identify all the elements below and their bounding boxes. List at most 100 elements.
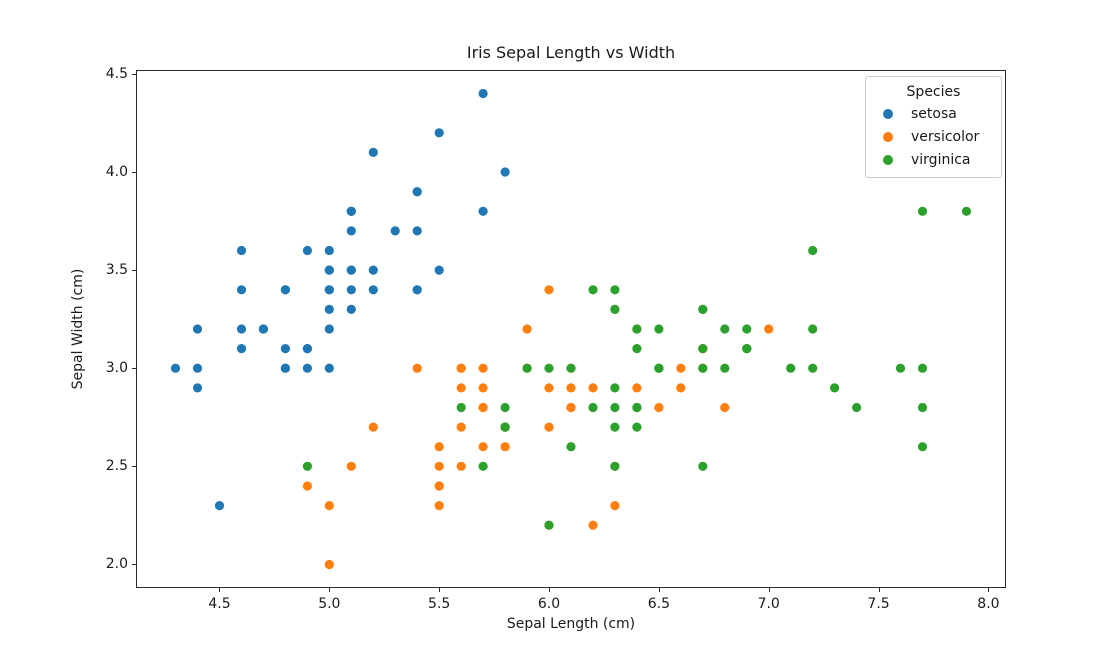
versicolor-data-point — [324, 559, 334, 570]
setosa-data-point — [324, 304, 334, 314]
setosa-data-point — [368, 285, 378, 295]
versicolor-data-point — [566, 383, 576, 393]
virginica-data-point — [588, 402, 598, 413]
y-axis-label: Sepal Width (cm) — [70, 268, 86, 390]
versicolor-data-point — [566, 402, 576, 413]
y-tick-mark — [132, 368, 136, 370]
setosa-data-point — [412, 187, 422, 197]
versicolor-data-point — [302, 481, 312, 491]
y-tick-label: 3.0 — [105, 360, 128, 377]
virginica-data-point — [895, 363, 906, 373]
y-tick-label: 2.0 — [105, 556, 128, 573]
virginica-data-point — [610, 402, 620, 413]
setosa-marker-icon — [883, 108, 893, 119]
setosa-data-point — [302, 344, 312, 354]
virginica-data-point — [500, 422, 510, 432]
versicolor-data-point — [412, 363, 422, 373]
versicolor-data-point — [720, 402, 730, 413]
virginica-data-point — [610, 383, 620, 393]
virginica-data-point — [852, 402, 862, 413]
versicolor-data-point — [676, 363, 686, 373]
chart-title: Iris Sepal Length vs Width — [466, 43, 676, 62]
versicolor-data-point — [676, 383, 686, 393]
virginica-data-point — [632, 344, 642, 354]
versicolor-data-point — [588, 520, 598, 530]
setosa-data-point — [170, 363, 181, 373]
setosa-data-point — [368, 265, 378, 275]
virginica-data-point — [698, 363, 708, 373]
virginica-data-point — [720, 324, 730, 334]
versicolor-data-point — [654, 402, 664, 413]
virginica-data-point — [917, 442, 928, 452]
legend-entry-virginica: virginica — [874, 148, 993, 171]
x-tick-mark — [219, 588, 221, 592]
x-tick-label: 7.5 — [867, 596, 890, 612]
legend: Species setosa versicolor virginica — [865, 76, 1002, 178]
setosa-data-point — [324, 245, 334, 256]
x-tick-label: 5.0 — [318, 596, 341, 612]
virginica-data-point — [478, 461, 488, 471]
versicolor-data-point — [434, 442, 444, 452]
versicolor-data-point — [610, 501, 620, 511]
versicolor-data-point — [544, 422, 554, 432]
versicolor-data-point — [764, 324, 774, 334]
virginica-data-point — [588, 285, 598, 295]
setosa-data-point — [236, 285, 247, 295]
versicolor-data-point — [478, 383, 488, 393]
setosa-data-point — [214, 501, 225, 511]
virginica-marker-icon — [883, 154, 893, 165]
versicolor-data-point — [544, 285, 554, 295]
y-tick-mark — [132, 564, 136, 566]
virginica-data-point — [610, 422, 620, 432]
y-tick-mark — [132, 270, 136, 272]
virginica-data-point — [302, 461, 312, 471]
setosa-data-point — [236, 245, 247, 256]
versicolor-data-point — [456, 461, 466, 471]
versicolor-data-point — [478, 442, 488, 452]
virginica-data-point — [961, 206, 972, 216]
setosa-data-point — [346, 206, 356, 216]
versicolor-data-point — [522, 324, 532, 334]
virginica-data-point — [544, 520, 554, 530]
virginica-data-point — [808, 324, 818, 334]
versicolor-data-point — [368, 422, 378, 432]
legend-entry-versicolor: versicolor — [874, 125, 993, 148]
virginica-data-point — [500, 402, 510, 413]
virginica-data-point — [742, 344, 752, 354]
virginica-data-point — [566, 442, 576, 452]
versicolor-data-point — [456, 363, 466, 373]
versicolor-data-point — [478, 402, 488, 413]
virginica-data-point — [654, 324, 664, 334]
legend-title: Species — [906, 84, 961, 100]
plot-area — [136, 70, 1006, 588]
setosa-data-point — [302, 245, 312, 256]
setosa-data-point — [368, 147, 378, 157]
x-tick-mark — [329, 588, 331, 592]
versicolor-data-point — [324, 501, 334, 511]
x-tick-label: 5.5 — [428, 596, 451, 612]
y-tick-label: 2.5 — [105, 458, 128, 475]
setosa-data-point — [412, 285, 422, 295]
setosa-data-point — [324, 265, 334, 275]
versicolor-data-point — [434, 461, 444, 471]
versicolor-marker-icon — [883, 131, 893, 142]
setosa-data-point — [236, 324, 247, 334]
virginica-data-point — [698, 304, 708, 314]
virginica-data-point — [720, 363, 730, 373]
virginica-data-point — [632, 422, 642, 432]
setosa-data-point — [236, 344, 247, 354]
y-tick-mark — [132, 466, 136, 468]
virginica-data-point — [917, 206, 928, 216]
legend-entry-setosa: setosa — [874, 102, 993, 125]
setosa-data-point — [434, 265, 444, 275]
x-axis-label: Sepal Length (cm) — [506, 616, 636, 632]
x-tick-label: 7.0 — [757, 596, 780, 612]
y-tick-mark — [132, 73, 136, 75]
x-tick-mark — [549, 588, 551, 592]
x-tick-mark — [988, 588, 990, 592]
legend-entries: setosa versicolor virginica — [874, 102, 993, 171]
setosa-data-point — [324, 285, 334, 295]
setosa-data-point — [192, 363, 203, 373]
